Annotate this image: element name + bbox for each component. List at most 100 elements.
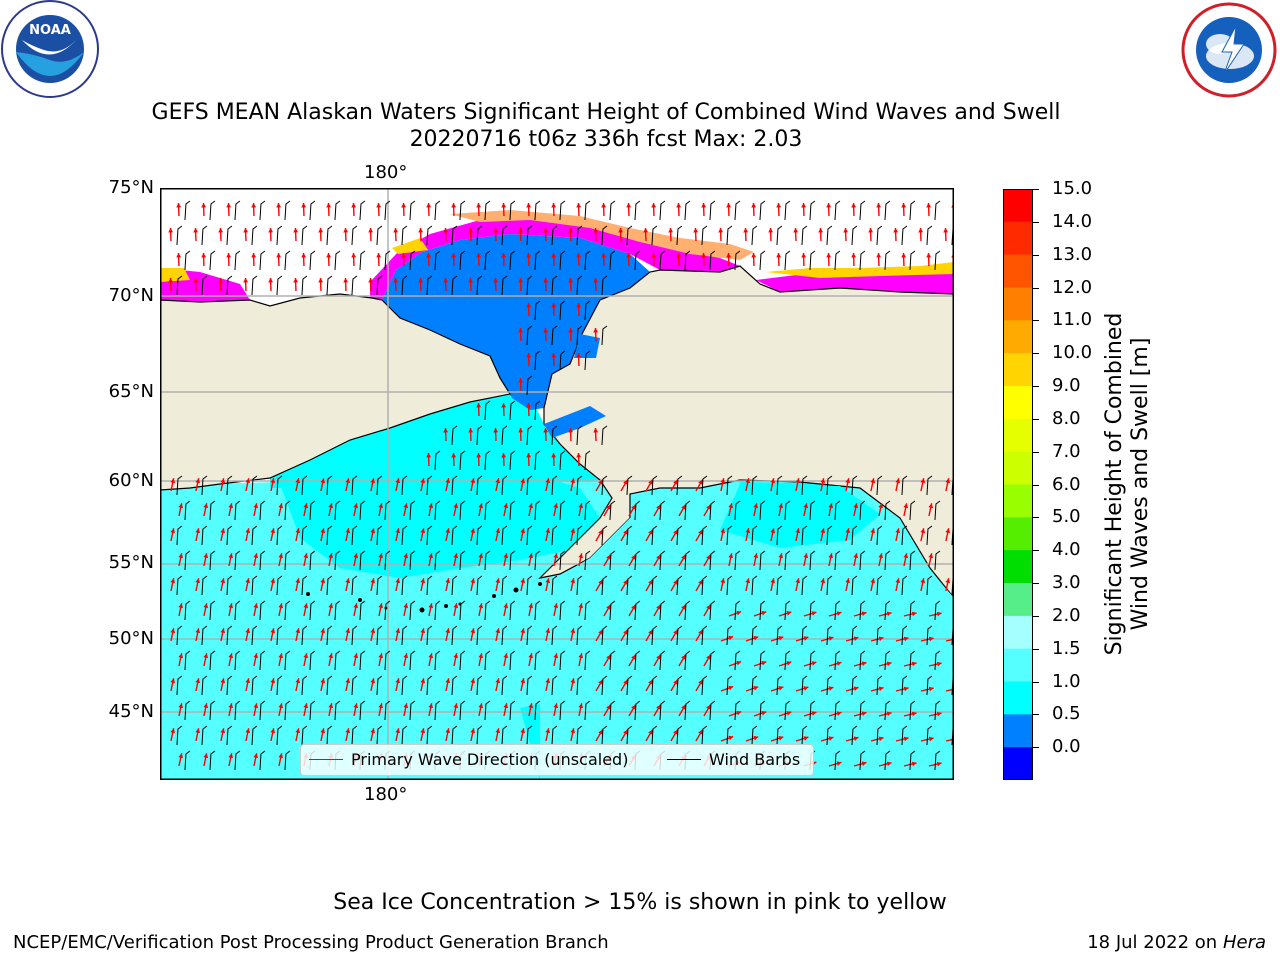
colorbar-tick-label: 3.0	[1052, 572, 1081, 593]
wind-barb	[734, 200, 741, 221]
wind-barb	[859, 250, 866, 271]
wave-direction-arrowhead	[926, 253, 932, 258]
wave-direction-arrowhead	[606, 604, 611, 610]
sea-ice-yellow-west	[160, 268, 190, 282]
wind-barb	[201, 675, 208, 696]
wave-direction-arrowhead	[168, 278, 174, 283]
wind-barb	[301, 275, 308, 296]
wave-direction-arrowhead	[170, 678, 176, 684]
wave-direction-arrowhead	[623, 579, 628, 585]
wind-barb	[709, 200, 716, 221]
wave-direction-arrowhead	[681, 504, 686, 510]
wind-barb	[751, 625, 758, 646]
wind-barb	[326, 625, 333, 646]
wind-barb	[901, 625, 908, 646]
wind-barb	[859, 650, 866, 671]
wave-direction-arrowhead	[761, 660, 767, 666]
wind-barb	[484, 550, 491, 571]
wind-barb	[301, 225, 308, 246]
wave-direction-arrowhead	[218, 278, 224, 283]
wave-direction-arrowhead	[895, 478, 901, 484]
wind-barb	[876, 725, 883, 746]
wave-direction-arrowhead	[656, 654, 661, 660]
wave-direction-arrowhead	[726, 203, 732, 208]
wind-barb	[284, 600, 291, 621]
wave-direction-arrowhead	[295, 528, 301, 534]
wave-direction-arrowhead	[578, 653, 584, 659]
wave-direction-arrowhead	[345, 678, 351, 684]
wind-barb	[634, 600, 641, 621]
wind-barb	[726, 625, 733, 646]
wave-direction-arrowhead	[770, 478, 776, 484]
colorbar-tick-label: 15.0	[1052, 178, 1093, 199]
wave-direction-arrowhead	[728, 635, 734, 641]
wave-direction-arrowhead	[753, 553, 759, 559]
wave-direction-arrowhead	[253, 603, 259, 609]
wave-direction-arrowhead	[220, 528, 226, 534]
wind-barb	[684, 650, 691, 671]
wind-barb	[426, 725, 433, 746]
wind-barb	[834, 700, 841, 721]
wind-barb	[434, 600, 441, 621]
wave-direction-arrowhead	[593, 328, 599, 333]
wind-barb	[884, 550, 891, 571]
wind-barb	[559, 200, 566, 221]
wind-barb	[784, 500, 791, 521]
colorbar-tick-label: 13.0	[1052, 243, 1093, 265]
wind-barb	[659, 250, 666, 271]
wave-direction-arrowhead	[568, 328, 574, 333]
wave-direction-arrowhead	[295, 678, 301, 684]
wind-barb	[209, 700, 216, 721]
wind-barb	[601, 575, 608, 596]
wave-direction-arrowhead	[878, 736, 884, 742]
wave-direction-arrowhead	[453, 703, 459, 709]
wave-direction-arrowhead	[320, 628, 326, 634]
sea-ice-note: Sea Ice Concentration > 15% is shown in …	[333, 890, 947, 915]
wave-direction-arrowhead	[706, 654, 711, 660]
wave-direction-arrowhead	[786, 611, 792, 616]
colorbar-tick-mark	[1033, 287, 1039, 289]
wave-direction-arrowhead	[648, 629, 653, 635]
wave-direction-arrowhead	[176, 203, 182, 208]
wave-direction-arrowhead	[395, 528, 401, 534]
wave-direction-arrowhead	[623, 529, 628, 535]
wind-barb	[459, 650, 466, 671]
wind-barb	[409, 500, 416, 521]
wind-barb	[184, 700, 191, 721]
wind-barb	[351, 525, 358, 546]
wind-barb	[626, 625, 633, 646]
wave-direction-arrowhead	[706, 704, 711, 710]
wave-direction-arrowhead	[656, 504, 661, 510]
wind-barb	[409, 600, 416, 621]
wind-barb	[284, 700, 291, 721]
wave-direction-arrowhead	[195, 478, 201, 484]
wave-direction-arrowhead	[503, 553, 509, 559]
wave-direction-arrowhead	[428, 703, 434, 709]
wind-barb	[601, 625, 608, 646]
wind-barb	[359, 700, 366, 721]
wave-direction-arrowhead	[253, 703, 259, 709]
wave-direction-arrowhead	[545, 678, 551, 684]
wind-barb	[426, 225, 433, 246]
wave-direction-arrowhead	[778, 636, 784, 641]
wind-barb	[351, 625, 358, 646]
wave-direction-arrowhead	[428, 503, 434, 509]
wind-barb	[684, 700, 691, 721]
wind-barb	[184, 500, 191, 521]
lat-label-65: 65°N	[108, 381, 154, 402]
wave-direction-arrowhead	[795, 578, 801, 584]
wave-direction-arrowhead	[631, 654, 636, 660]
colorbar-tick-label: 0.5	[1052, 703, 1081, 725]
wave-direction-arrowhead	[551, 453, 557, 458]
wave-direction-arrowhead	[936, 661, 942, 667]
wave-direction-arrowhead	[178, 753, 184, 759]
wave-direction-arrowhead	[228, 653, 234, 659]
wind-barb	[834, 250, 841, 271]
wind-barb	[551, 625, 558, 646]
wave-direction-arrowhead	[706, 554, 711, 560]
wave-direction-arrowhead	[928, 636, 934, 642]
wind-barb	[559, 450, 566, 471]
wind-barb	[551, 225, 558, 246]
wind-barb	[376, 525, 383, 546]
wind-barb	[526, 475, 533, 496]
